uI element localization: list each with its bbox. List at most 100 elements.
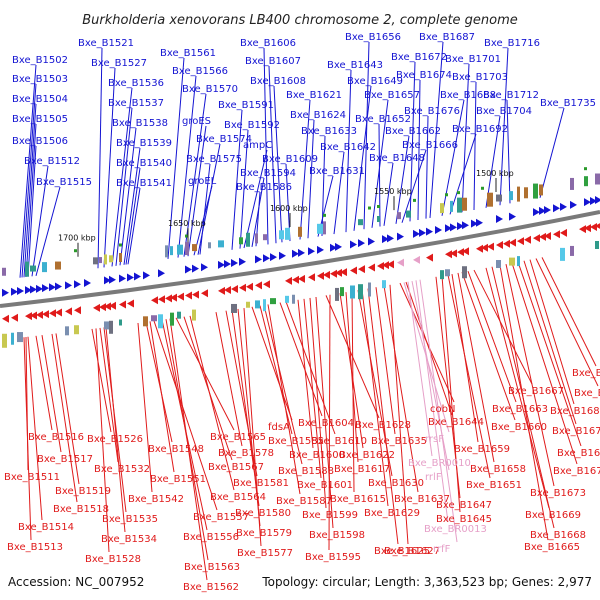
connector-line-top [485,115,501,208]
reverse-gene-arrow [231,284,238,293]
connector-line-top [103,67,116,268]
connector-line-top [31,165,49,277]
reverse-gene-arrow [476,244,483,253]
gene-label-top: Bxe_B1621 [286,90,342,101]
feature-block-bottom [496,260,501,269]
forward-gene-arrow [544,205,551,214]
forward-gene-arrow [450,223,457,232]
reverse-gene-arrow [450,249,457,258]
feature-block-bottom [462,266,467,279]
feature-block-bottom [11,332,14,345]
gene-label-bottom: Bxe_B1678 [552,426,600,437]
gene-label-top: Bxe_B1652 [355,114,411,125]
feature-block-top [509,191,513,201]
connector-line-bottom [137,322,153,493]
gene-label-top: Bxe_B1536 [108,78,164,89]
forward-gene-arrow [358,239,365,248]
forward-gene-arrow [231,258,238,267]
connector-line-top [378,123,381,227]
reverse-gene-arrow [426,253,433,262]
forward-gene-arrow [368,237,375,246]
connector-line-top [21,83,37,278]
forward-gene-arrow [239,257,246,266]
connector-line-bottom [451,273,479,443]
feature-block-bottom [65,326,69,336]
gene-label-bottom: Bxe_B1548 [148,444,204,455]
forward-gene-arrow [584,198,591,207]
feature-block-bottom [358,284,363,300]
gene-label-bottom: Bxe_B1669 [525,510,581,521]
forward-gene-arrow [263,254,270,263]
reverse-gene-arrow [517,237,524,246]
reverse-gene-arrow [30,311,37,320]
reverse-gene-arrow [74,306,81,315]
gene-label-bottom: Bxe_B1635 [371,436,427,447]
reverse-gene-arrow [487,242,494,251]
feature-block-bottom [335,287,339,301]
reverse-gene-arrow [201,289,208,298]
connector-line-bottom [189,315,235,491]
forward-gene-arrow [419,228,426,237]
forward-gene-arrow [65,281,72,290]
feature-block-top [109,255,113,263]
gene-label-bottom: Bxe_B1578 [218,448,274,459]
gene-label-top: Bxe_B1692 [452,124,508,135]
connector-line-bottom [529,259,575,405]
gene-label-top: Bxe_B1687 [419,32,475,43]
feature-block-bottom [270,298,276,305]
reverse-gene-arrow [218,286,225,295]
connector-line-top [127,187,141,265]
connector-line-top [23,103,37,278]
feature-block-bottom [177,311,181,319]
gc-marker [584,167,587,171]
forward-gene-arrow [595,195,600,204]
forward-gene-arrow [426,227,433,236]
forward-gene-arrow [298,248,305,257]
connector-line-top [19,64,37,278]
feature-block-top [457,197,462,213]
connector-line-top [299,99,311,240]
forward-gene-arrow [158,269,165,278]
forward-gene-arrow [539,206,546,215]
reverse-gene-arrow [224,285,231,294]
reverse-gene-arrow [151,296,158,305]
connector-line-bottom [415,280,449,523]
connector-line-bottom [405,281,453,416]
gene-label-bottom: Bxe_B1556 [183,532,239,543]
gene-label-top: ampC [243,140,272,151]
connector-line-top [268,65,277,244]
reverse-gene-arrow [387,260,394,269]
gene-label-top: Bxe_B1575 [186,154,242,165]
gene-label-bottom: Bxe_B1691 [572,368,600,379]
connector-line-top [441,99,465,216]
forward-gene-arrow [413,229,420,238]
forward-gene-arrow [218,260,225,269]
gene-label-top: groEL [188,176,217,187]
reverse-gene-arrow [330,269,337,278]
feature-block-top [239,237,243,245]
feature-block-top [496,194,502,202]
topology-text: Topology: circular; Length: 3,363,523 bp… [261,575,592,589]
connector-line-top [383,162,394,226]
gene-label-bottom: Bxe_B1585 [268,436,324,447]
gene-label-top: Bxe_B1631 [309,166,365,177]
feature-block-top [358,219,363,226]
connector-line-bottom [279,302,323,417]
forward-gene-arrow [42,284,49,293]
connector-line-bottom [91,328,112,433]
feature-block-top [323,221,326,235]
gene-label-bottom: Bxe_B1667 [508,386,564,397]
feature-block-top [104,254,107,265]
connector-line-top [199,163,211,255]
feature-block-bottom [158,314,163,329]
forward-gene-arrow [2,288,9,297]
forward-gene-arrow [533,208,540,217]
forward-gene-arrow [457,222,464,231]
reverse-gene-arrow [544,231,551,240]
reverse-gene-arrow [165,294,172,303]
feature-block-top [208,242,211,249]
feature-block-bottom [340,287,344,297]
connector-line-top [239,129,249,249]
forward-gene-arrow [445,224,452,233]
forward-gene-arrow [25,286,32,295]
